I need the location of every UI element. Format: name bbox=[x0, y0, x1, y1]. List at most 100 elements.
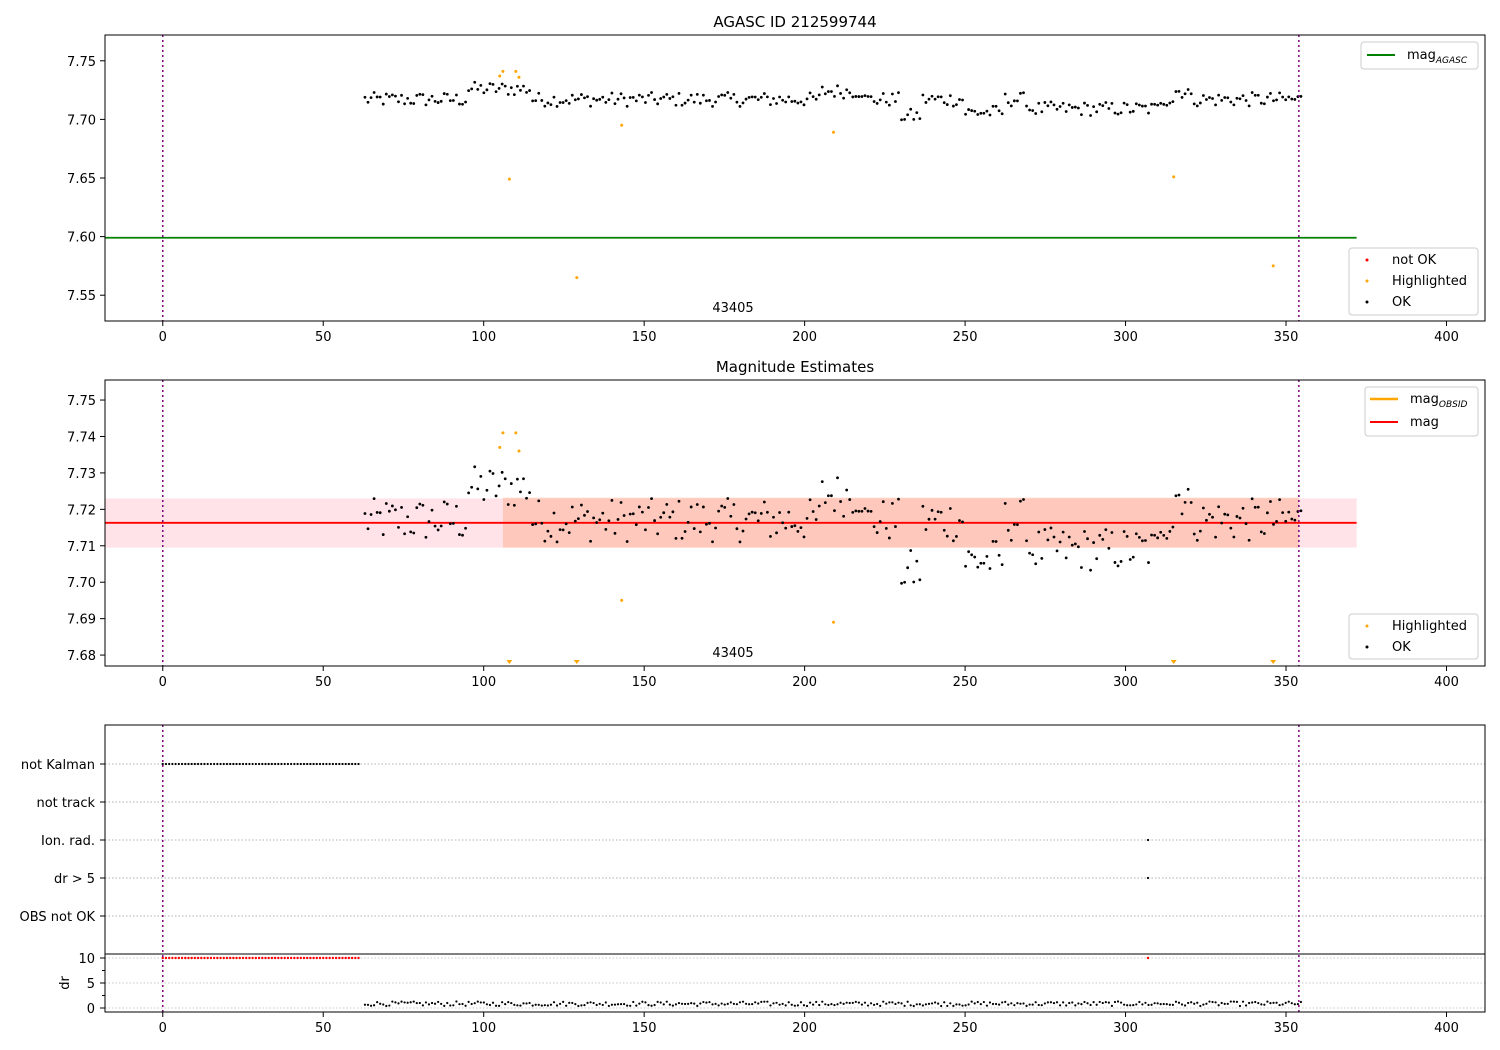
dr-point bbox=[863, 1001, 867, 1004]
dr-point bbox=[449, 1004, 452, 1007]
ok-point bbox=[378, 511, 382, 515]
panel2-ytick-label: 7.72 bbox=[67, 503, 96, 518]
dr-point bbox=[909, 1004, 912, 1007]
dr-red-point bbox=[331, 956, 335, 960]
ok-point bbox=[1122, 530, 1126, 533]
dr-point bbox=[1162, 1002, 1165, 1006]
dr-point bbox=[839, 1001, 842, 1004]
dr-point bbox=[1065, 1004, 1068, 1007]
dr-point bbox=[373, 1004, 376, 1007]
dr-point bbox=[757, 1002, 760, 1005]
ok-point bbox=[1253, 505, 1257, 509]
dr-point bbox=[1235, 1000, 1239, 1003]
ok-point bbox=[558, 101, 562, 104]
ok-point bbox=[1272, 99, 1275, 103]
ok-point bbox=[1244, 522, 1248, 526]
ok-point bbox=[461, 533, 464, 537]
ok-point bbox=[839, 92, 842, 95]
clipped-marker bbox=[506, 660, 513, 664]
ok-point bbox=[634, 523, 638, 527]
dr-point bbox=[714, 1002, 717, 1005]
ok-point bbox=[775, 531, 778, 535]
ok-point bbox=[866, 509, 870, 513]
ok-point bbox=[397, 100, 400, 104]
ok-point bbox=[711, 104, 714, 108]
ok-point bbox=[1183, 92, 1187, 96]
dr-point bbox=[1187, 1001, 1190, 1005]
dr-point bbox=[1269, 1002, 1272, 1005]
ok-point bbox=[955, 103, 958, 107]
ok-point bbox=[464, 100, 467, 104]
ok-point bbox=[387, 95, 391, 98]
not-kalman-point bbox=[213, 762, 216, 766]
dr-point bbox=[613, 1003, 617, 1006]
dr-point bbox=[437, 1000, 440, 1004]
ok-point bbox=[1080, 113, 1083, 117]
highlighted-point bbox=[575, 276, 579, 280]
ok-point bbox=[494, 494, 498, 498]
dr-point bbox=[1068, 1001, 1071, 1005]
dr-point bbox=[1238, 1004, 1242, 1008]
dr-point bbox=[1150, 1003, 1153, 1006]
dr-point bbox=[1074, 1004, 1077, 1007]
panel1-ytick-label: 7.55 bbox=[67, 289, 96, 304]
dr-point bbox=[1211, 1000, 1214, 1004]
not-kalman-point bbox=[296, 762, 299, 766]
dr-point bbox=[1071, 1001, 1074, 1004]
dr-point bbox=[1220, 1001, 1223, 1005]
ok-point bbox=[427, 98, 431, 102]
dr-point bbox=[833, 1003, 836, 1007]
dr-point bbox=[729, 1001, 732, 1004]
ok-point bbox=[1052, 103, 1056, 107]
ok-point bbox=[1070, 106, 1074, 109]
ok-point bbox=[683, 530, 687, 533]
ok-point bbox=[418, 92, 422, 96]
dr-red-point bbox=[196, 956, 200, 960]
ok-point bbox=[897, 91, 900, 95]
ok-point bbox=[738, 105, 742, 108]
dr-red-point bbox=[180, 956, 184, 960]
dr-point bbox=[433, 1002, 437, 1005]
dr-point bbox=[1126, 1004, 1129, 1007]
highlighted-point bbox=[514, 69, 518, 73]
dr-red-point bbox=[164, 956, 168, 960]
ok-point bbox=[820, 480, 824, 484]
dr-red-point bbox=[203, 956, 206, 960]
ok-point bbox=[1104, 101, 1108, 104]
panel1-ytick-label: 7.70 bbox=[67, 113, 96, 128]
dr-red-point bbox=[238, 956, 241, 960]
ok-point bbox=[576, 97, 580, 101]
ok-point bbox=[927, 517, 931, 521]
ok-point bbox=[833, 509, 836, 513]
ok-point bbox=[647, 506, 650, 509]
ok-point bbox=[936, 95, 940, 99]
ok-point bbox=[1064, 110, 1068, 113]
not-kalman-point bbox=[273, 762, 277, 766]
ok-point bbox=[997, 553, 1001, 557]
ok-point bbox=[1153, 533, 1157, 537]
ok-point bbox=[991, 104, 995, 108]
dr-point bbox=[382, 1003, 385, 1006]
ok-point bbox=[976, 565, 980, 569]
dr-point bbox=[1098, 1000, 1101, 1004]
ok-point bbox=[403, 102, 406, 106]
not-kalman-point bbox=[219, 762, 222, 766]
dr-point bbox=[546, 1004, 549, 1007]
dr-point bbox=[808, 1001, 812, 1004]
dr-point bbox=[583, 1004, 586, 1007]
dr-point bbox=[626, 1004, 629, 1007]
ok-point bbox=[1003, 502, 1007, 505]
ok-point bbox=[701, 505, 705, 509]
ok-point bbox=[1070, 543, 1074, 547]
dr-point bbox=[784, 1004, 787, 1007]
panel3-xtick-label: 250 bbox=[953, 1021, 978, 1036]
ok-point bbox=[1211, 97, 1214, 100]
dr-point bbox=[488, 1003, 492, 1007]
ok-point bbox=[677, 499, 681, 503]
dr-point bbox=[491, 1001, 495, 1004]
ok-point bbox=[772, 97, 775, 100]
panel2-frame bbox=[104, 379, 1486, 667]
dr-point bbox=[1272, 1001, 1275, 1004]
dr-point bbox=[1095, 1003, 1098, 1006]
dr-point bbox=[540, 1004, 543, 1007]
